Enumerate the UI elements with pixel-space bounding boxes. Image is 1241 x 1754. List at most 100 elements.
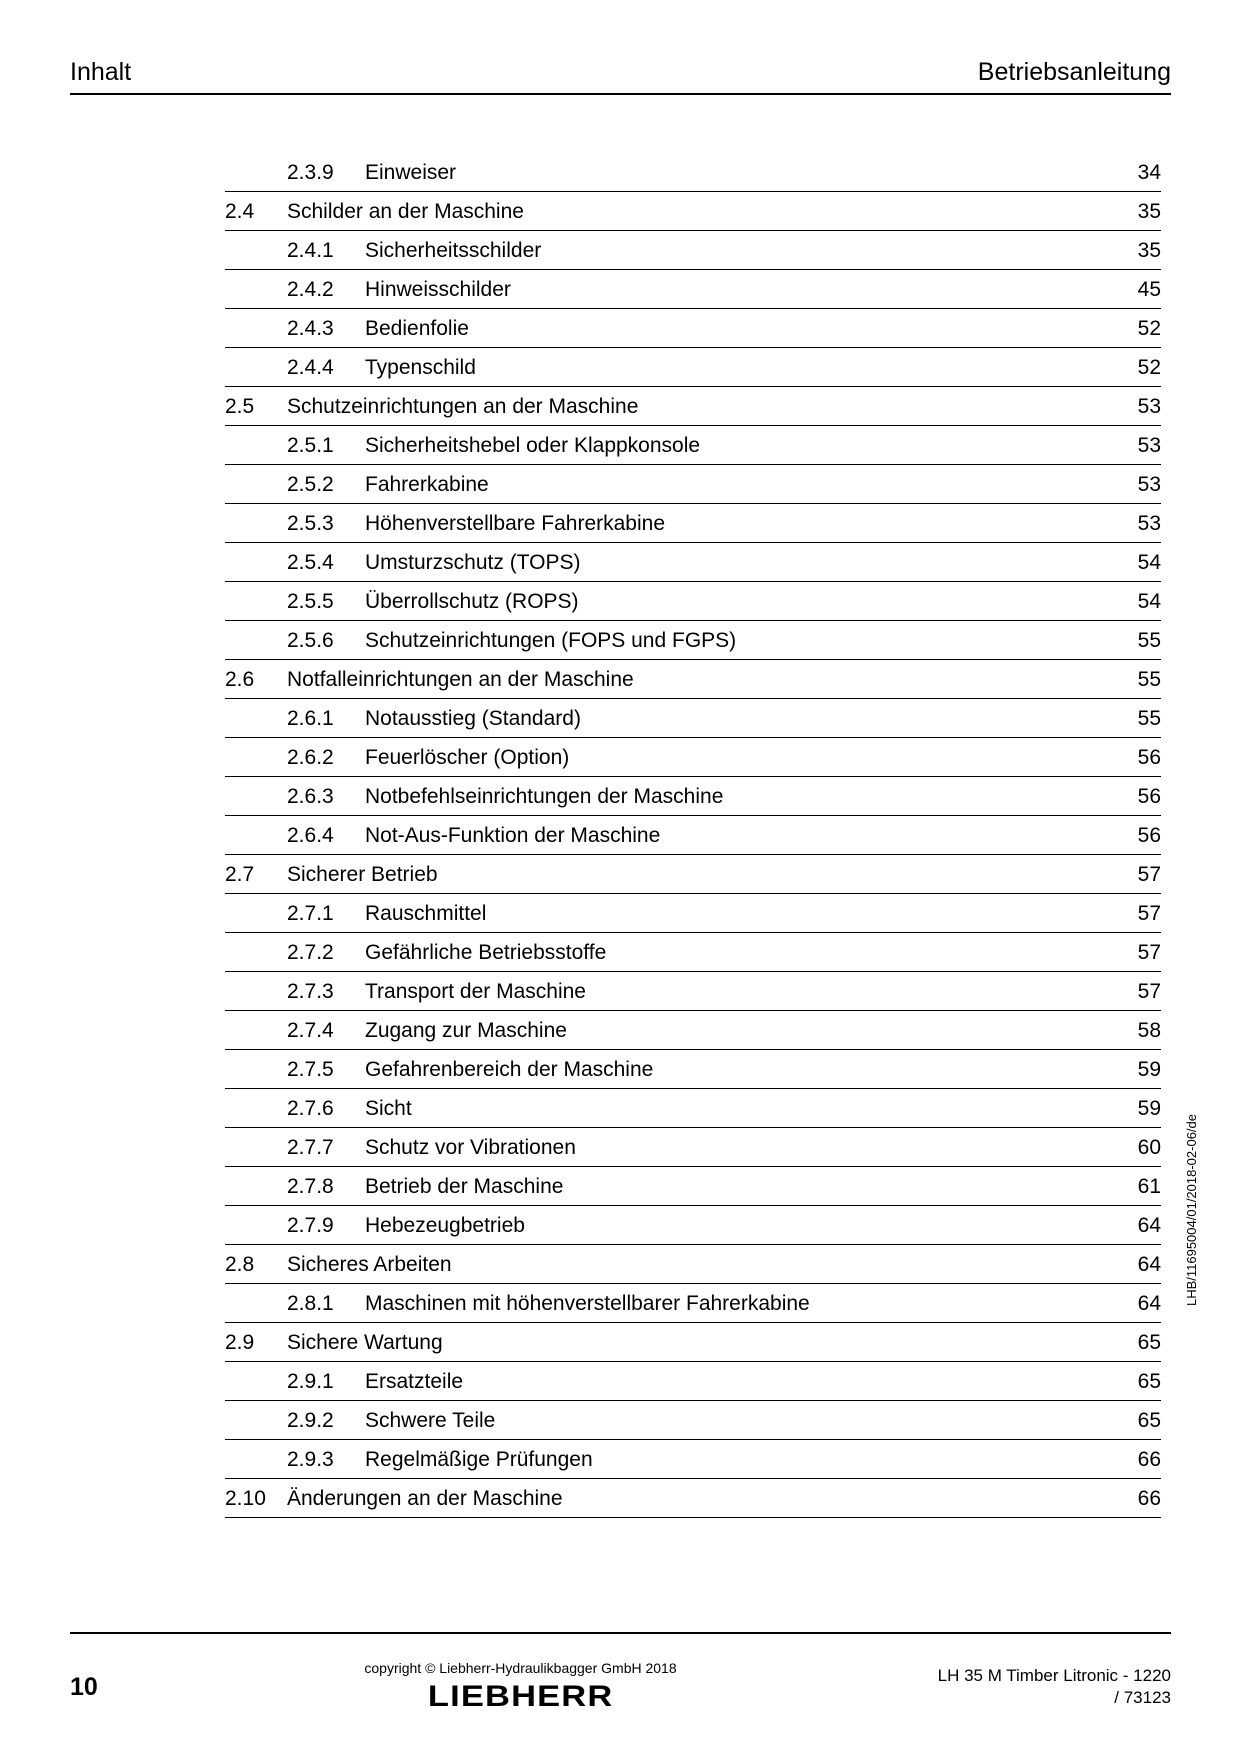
toc-subsection-number: 2.9.3 — [287, 1448, 365, 1472]
toc-page-number: 34 — [1111, 161, 1161, 185]
header-left: Inhalt — [70, 58, 131, 87]
toc-title: Schutzeinrichtungen an der Maschine — [287, 395, 1111, 419]
toc-title: Fahrerkabine — [365, 473, 1111, 497]
toc-title: Sicherheitshebel oder Klappkonsole — [365, 434, 1111, 458]
toc-row: 2.6.3Notbefehlseinrichtungen der Maschin… — [225, 777, 1161, 816]
toc-title: Sicherer Betrieb — [287, 863, 1111, 887]
toc-title: Bedienfolie — [365, 317, 1111, 341]
toc-title: Hinweisschilder — [365, 278, 1111, 302]
toc-row: 2.5.3Höhenverstellbare Fahrerkabine53 — [225, 504, 1161, 543]
toc-row: 2.4.4Typenschild52 — [225, 348, 1161, 387]
toc-page-number: 56 — [1111, 785, 1161, 809]
toc-row: 2.6.2Feuerlöscher (Option)56 — [225, 738, 1161, 777]
toc-row: 2.5.1Sicherheitshebel oder Klappkonsole5… — [225, 426, 1161, 465]
toc-page-number: 54 — [1111, 590, 1161, 614]
toc-subsection-number: 2.7.7 — [287, 1136, 365, 1160]
footer-product-line1: LH 35 M Timber Litronic - 1220 — [891, 1665, 1171, 1687]
toc-title: Hebezeugbetrieb — [365, 1214, 1111, 1238]
toc-page-number: 66 — [1111, 1448, 1161, 1472]
toc-row: 2.7.7Schutz vor Vibrationen60 — [225, 1128, 1161, 1167]
toc-subsection-number: 2.7.4 — [287, 1019, 365, 1043]
toc-title: Not-Aus-Funktion der Maschine — [365, 824, 1111, 848]
toc-page-number: 45 — [1111, 278, 1161, 302]
toc-subsection-number: 2.4.1 — [287, 239, 365, 263]
toc-title: Höhenverstellbare Fahrerkabine — [365, 512, 1111, 536]
toc-row: 2.4.3Bedienfolie52 — [225, 309, 1161, 348]
toc-title: Überrollschutz (ROPS) — [365, 590, 1111, 614]
toc-subsection-number: 2.5.3 — [287, 512, 365, 536]
toc-page-number: 54 — [1111, 551, 1161, 575]
footer-right: LH 35 M Timber Litronic - 1220 / 73123 — [891, 1665, 1171, 1709]
toc-row: 2.9.2Schwere Teile65 — [225, 1401, 1161, 1440]
toc-title: Typenschild — [365, 356, 1111, 380]
toc-row: 2.7.1Rauschmittel57 — [225, 894, 1161, 933]
toc-page-number: 52 — [1111, 356, 1161, 380]
toc-row: 2.4Schilder an der Maschine35 — [225, 192, 1161, 231]
toc-page-number: 53 — [1111, 434, 1161, 458]
footer-product-line2: / 73123 — [891, 1687, 1171, 1709]
toc-title: Rauschmittel — [365, 902, 1111, 926]
toc-title: Transport der Maschine — [365, 980, 1111, 1004]
toc-page-number: 57 — [1111, 980, 1161, 1004]
toc-row: 2.7.4Zugang zur Maschine58 — [225, 1011, 1161, 1050]
toc-row: 2.6.1Notausstieg (Standard)55 — [225, 699, 1161, 738]
toc-page-number: 61 — [1111, 1175, 1161, 1199]
toc-subsection-number: 2.4.2 — [287, 278, 365, 302]
toc-row: 2.5.2Fahrerkabine53 — [225, 465, 1161, 504]
toc-subsection-number: 2.5.2 — [287, 473, 365, 497]
toc-title: Sicheres Arbeiten — [287, 1253, 1111, 1277]
toc-title: Notfalleinrichtungen an der Maschine — [287, 668, 1111, 692]
toc-title: Maschinen mit höhenverstellbarer Fahrerk… — [365, 1292, 1111, 1316]
footer-center: copyright © Liebherr-Hydraulikbagger Gmb… — [150, 1660, 891, 1714]
footer-rule — [70, 1632, 1171, 1634]
toc-row: 2.9Sichere Wartung65 — [225, 1323, 1161, 1362]
toc-title: Änderungen an der Maschine — [287, 1487, 1111, 1511]
toc-section-number: 2.7 — [225, 863, 287, 887]
toc-subsection-number: 2.8.1 — [287, 1292, 365, 1316]
toc-title: Schilder an der Maschine — [287, 200, 1111, 224]
toc-title: Schutz vor Vibrationen — [365, 1136, 1111, 1160]
toc-page-number: 59 — [1111, 1058, 1161, 1082]
toc-page-number: 64 — [1111, 1292, 1161, 1316]
toc-section-number: 2.10 — [225, 1487, 287, 1511]
toc-subsection-number: 2.7.9 — [287, 1214, 365, 1238]
toc-page-number: 65 — [1111, 1370, 1161, 1394]
toc-page-number: 53 — [1111, 512, 1161, 536]
toc-subsection-number: 2.4.4 — [287, 356, 365, 380]
toc-page-number: 57 — [1111, 941, 1161, 965]
toc-subsection-number: 2.4.3 — [287, 317, 365, 341]
footer-page-number: 10 — [70, 1673, 150, 1702]
footer-copyright: copyright © Liebherr-Hydraulikbagger Gmb… — [150, 1660, 891, 1676]
toc-row: 2.7.8Betrieb der Maschine61 — [225, 1167, 1161, 1206]
toc-subsection-number: 2.5.4 — [287, 551, 365, 575]
toc-row: 2.5.5Überrollschutz (ROPS)54 — [225, 582, 1161, 621]
toc-title: Gefährliche Betriebsstoffe — [365, 941, 1111, 965]
toc-page-number: 53 — [1111, 473, 1161, 497]
toc-row: 2.5.6Schutzeinrichtungen (FOPS und FGPS)… — [225, 621, 1161, 660]
table-of-contents: 2.3.9Einweiser342.4Schilder an der Masch… — [70, 153, 1171, 1518]
toc-title: Einweiser — [365, 161, 1111, 185]
toc-title: Feuerlöscher (Option) — [365, 746, 1111, 770]
toc-subsection-number: 2.9.1 — [287, 1370, 365, 1394]
toc-page-number: 56 — [1111, 746, 1161, 770]
toc-row: 2.10Änderungen an der Maschine66 — [225, 1479, 1161, 1518]
toc-title: Schutzeinrichtungen (FOPS und FGPS) — [365, 629, 1111, 653]
toc-section-number: 2.8 — [225, 1253, 287, 1277]
toc-page-number: 35 — [1111, 239, 1161, 263]
toc-page-number: 64 — [1111, 1214, 1161, 1238]
toc-subsection-number: 2.5.1 — [287, 434, 365, 458]
toc-page-number: 55 — [1111, 668, 1161, 692]
toc-page-number: 57 — [1111, 902, 1161, 926]
toc-page-number: 65 — [1111, 1331, 1161, 1355]
toc-row: 2.7.5Gefahrenbereich der Maschine59 — [225, 1050, 1161, 1089]
toc-page-number: 56 — [1111, 824, 1161, 848]
toc-row: 2.8.1Maschinen mit höhenverstellbarer Fa… — [225, 1284, 1161, 1323]
toc-title: Notausstieg (Standard) — [365, 707, 1111, 731]
toc-row: 2.6Notfalleinrichtungen an der Maschine5… — [225, 660, 1161, 699]
toc-title: Betrieb der Maschine — [365, 1175, 1111, 1199]
toc-title: Schwere Teile — [365, 1409, 1111, 1433]
toc-subsection-number: 2.6.4 — [287, 824, 365, 848]
toc-row: 2.5.4Umsturzschutz (TOPS)54 — [225, 543, 1161, 582]
toc-page-number: 65 — [1111, 1409, 1161, 1433]
toc-row: 2.9.3Regelmäßige Prüfungen66 — [225, 1440, 1161, 1479]
